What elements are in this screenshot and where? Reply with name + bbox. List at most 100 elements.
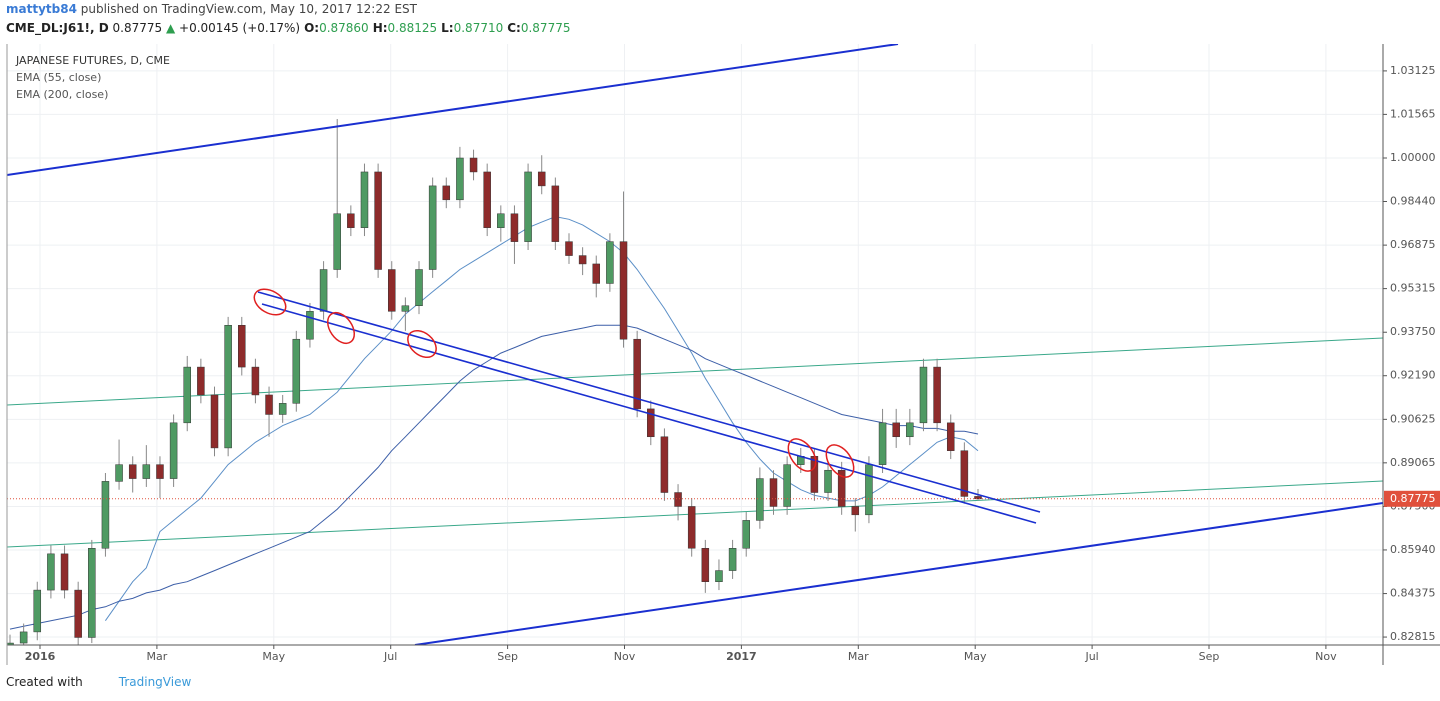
ohlc-key: L: — [441, 21, 454, 35]
candle-body — [60, 553, 69, 591]
candle-body — [674, 492, 682, 507]
ohlc-value: 0.87710 — [453, 21, 504, 35]
y-tick-label: 0.85940 — [1390, 543, 1436, 556]
candle-body — [156, 464, 164, 479]
candle-body — [387, 269, 396, 312]
candle-body — [933, 366, 941, 424]
candle-body — [524, 171, 532, 242]
candle-body — [483, 171, 491, 228]
candle-body — [946, 422, 955, 451]
candle-body — [592, 263, 601, 284]
ema-line — [104, 216, 979, 621]
candle-body — [701, 548, 710, 582]
candle-body — [565, 241, 573, 256]
candle-body — [660, 436, 669, 493]
legend-entry: EMA (55, close) — [16, 71, 101, 84]
y-tick-label: 1.01565 — [1390, 107, 1436, 120]
candle-body — [265, 394, 273, 415]
candle-body — [88, 548, 96, 638]
ohlc-key: H: — [372, 21, 388, 35]
candle-body — [578, 255, 587, 265]
candle-body — [633, 338, 641, 410]
highlight-ellipse — [825, 444, 855, 478]
header-line: mattytb84 published on TradingView.com, … — [6, 2, 417, 16]
candle-body — [756, 478, 764, 521]
ohlc-value: 0.87860 — [319, 21, 369, 35]
candle-body — [238, 325, 246, 368]
candle-body — [347, 213, 355, 228]
footer: Created with TradingView — [6, 675, 191, 689]
ohlc-key: C: — [507, 21, 521, 35]
candle-body — [960, 450, 969, 497]
y-tick-label: 0.96875 — [1390, 238, 1436, 251]
candle-body — [769, 478, 778, 507]
y-tick-label: 0.90625 — [1390, 412, 1436, 425]
y-tick-label: 0.98440 — [1390, 194, 1436, 207]
candle-body — [197, 366, 205, 396]
y-tick-label: 0.93750 — [1390, 325, 1436, 338]
candle-body — [415, 269, 423, 307]
candle-body — [878, 422, 887, 465]
x-tick-label: Mar — [147, 650, 168, 663]
candle-body — [824, 469, 832, 493]
candle-body — [606, 241, 614, 284]
x-tick-label: Sep — [497, 650, 518, 663]
candle-body — [278, 403, 287, 415]
x-tick-label: Jul — [383, 650, 397, 663]
candle-body — [319, 269, 328, 312]
candle-body — [7, 642, 14, 645]
brand[interactable]: TradingView — [118, 675, 192, 689]
legend-title: JAPANESE FUTURES, D, CME — [15, 54, 170, 67]
x-tick-label: 2016 — [25, 650, 56, 663]
x-tick-label: Sep — [1199, 650, 1220, 663]
author[interactable]: mattytb84 — [6, 2, 77, 16]
candle-body — [497, 213, 505, 228]
candle-body — [251, 366, 260, 396]
change-arrow: ▲ — [165, 21, 176, 35]
published: published on TradingView.com, May 10, 20… — [80, 2, 417, 16]
candle-body — [128, 464, 137, 479]
trend-line — [414, 502, 1383, 645]
trend-line — [7, 337, 1383, 406]
candle-body — [647, 408, 655, 438]
candle-body — [906, 422, 914, 438]
candle-body — [47, 553, 55, 591]
candle-body — [892, 422, 900, 438]
candle-body — [374, 171, 382, 270]
candle-body — [469, 157, 478, 173]
candle-body — [19, 631, 28, 644]
y-tick-label: 0.95315 — [1390, 282, 1436, 295]
quote-line: CME_DL:J61!, D 0.87775 ▲ +0.00145 (+0.17… — [6, 21, 570, 35]
x-tick-label: May — [262, 650, 285, 663]
y-tick-label: 0.84375 — [1390, 587, 1436, 600]
y-tick-label: 0.82815 — [1390, 630, 1436, 643]
drawings — [7, 44, 1383, 645]
chart: 1.03125 1.01565 1.00000 0.98440 0.96875 0.953… — [6, 44, 1440, 665]
y-tick-label: 0.92190 — [1390, 369, 1436, 382]
candle-body — [783, 464, 791, 507]
candle-body — [183, 366, 191, 424]
candle-body — [292, 338, 301, 404]
candle-body — [169, 422, 178, 479]
candle-body — [360, 171, 369, 228]
candle-body — [33, 589, 42, 633]
candle-body — [442, 185, 451, 201]
candle-body — [428, 185, 437, 270]
candle-body — [210, 394, 219, 449]
candle-body — [115, 464, 123, 482]
candle-body — [306, 311, 314, 340]
candle-body — [537, 171, 546, 187]
last-price-box — [1384, 490, 1440, 507]
ohlc-value: 0.87775 — [520, 21, 571, 35]
last-price-label: 0.87775 — [1390, 492, 1436, 505]
candle-body — [742, 520, 750, 549]
candle-body — [851, 506, 860, 516]
symbol: CME_DL:J61!, D — [6, 21, 109, 35]
candle-body — [510, 213, 519, 242]
candle-body — [837, 469, 846, 507]
change: +0.00145 (+0.17%) — [179, 21, 301, 35]
last: 0.87775 — [112, 21, 163, 35]
x-tick-label: Jul — [1084, 650, 1098, 663]
highlight-ellipse — [407, 329, 437, 359]
ema-line — [9, 324, 979, 630]
